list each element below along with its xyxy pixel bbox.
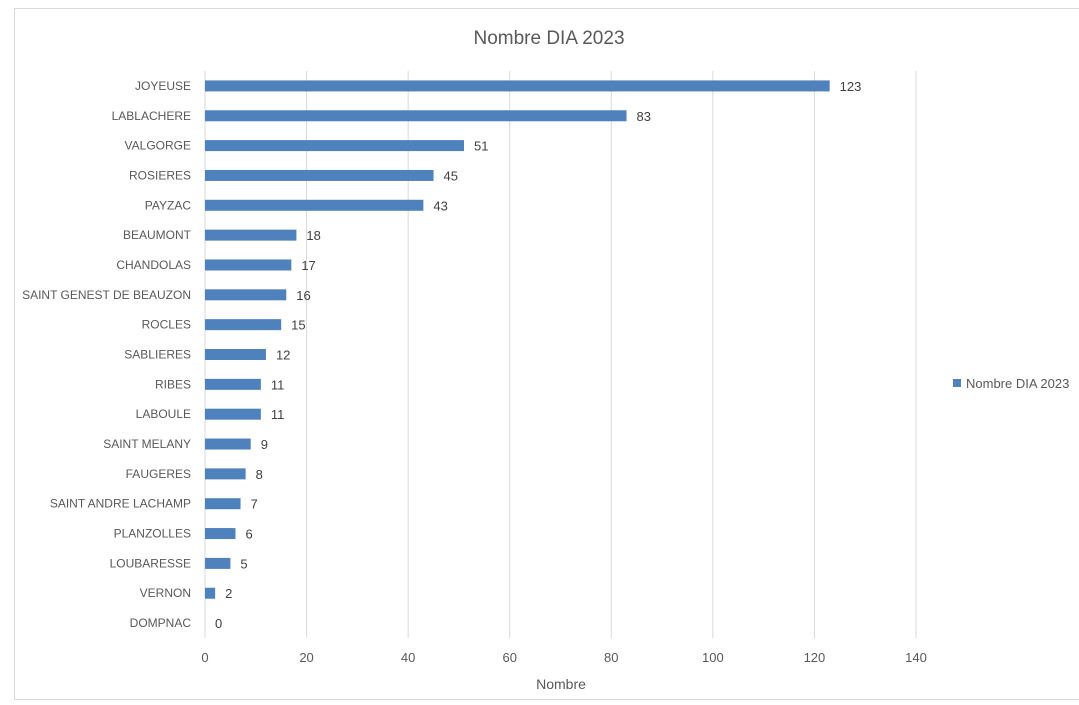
bar — [205, 199, 424, 211]
category-label: ROSIERES — [129, 168, 191, 182]
category-label: RIBES — [155, 377, 191, 391]
x-tick-labels: 0 20 40 60 80 100 120 140 — [201, 650, 926, 665]
bar — [205, 169, 434, 181]
category-label: JOYEUSE — [135, 79, 191, 93]
category-label: SABLIERES — [124, 348, 191, 362]
legend-label: Nombre DIA 2023 — [966, 376, 1069, 391]
data-label: 18 — [306, 228, 320, 243]
bar — [205, 110, 627, 122]
bar — [205, 557, 231, 569]
data-label: 16 — [296, 288, 310, 303]
category-label: BEAUMONT — [123, 228, 192, 242]
data-label: 0 — [215, 616, 222, 631]
bar — [205, 468, 246, 480]
chart-title: Nombre DIA 2023 — [473, 28, 624, 49]
data-label: 8 — [256, 467, 263, 482]
data-label: 2 — [225, 586, 232, 601]
x-tick-label: 0 — [201, 650, 208, 665]
x-tick-label: 60 — [502, 650, 516, 665]
data-label: 12 — [276, 348, 290, 363]
x-axis-title: Nombre — [536, 676, 586, 692]
bar — [205, 259, 292, 271]
x-tick-label: 20 — [299, 650, 313, 665]
category-label: SAINT ANDRE LACHAMP — [50, 497, 191, 511]
legend: Nombre DIA 2023 — [953, 376, 1069, 391]
category-label: SAINT MELANY — [103, 437, 191, 451]
x-tick-label: 140 — [905, 650, 927, 665]
data-label: 17 — [301, 258, 315, 273]
category-label: LOUBARESSE — [110, 556, 191, 570]
bar — [205, 378, 261, 390]
x-tick-label: 120 — [804, 650, 826, 665]
gridlines — [204, 71, 917, 638]
data-label: 45 — [444, 168, 458, 183]
category-labels: JOYEUSE LABLACHERE VALGORGE ROSIERES PAYZAC B… — [22, 79, 192, 630]
data-label: 6 — [245, 527, 252, 542]
bar — [205, 408, 261, 420]
category-label: ROCLES — [142, 318, 191, 332]
category-label: CHANDOLAS — [116, 258, 191, 272]
bar — [205, 319, 282, 331]
data-label: 5 — [240, 556, 247, 571]
bar — [205, 587, 216, 599]
data-label: 15 — [291, 318, 305, 333]
bar — [205, 140, 465, 152]
category-label: PAYZAC — [145, 198, 192, 212]
bar — [205, 498, 241, 510]
bar — [205, 438, 251, 450]
category-label: SAINT GENEST DE BEAUZON — [22, 288, 191, 302]
data-label: 11 — [271, 407, 285, 422]
data-label: 83 — [637, 109, 651, 124]
bar — [205, 289, 287, 301]
x-tick-label: 40 — [401, 650, 415, 665]
category-label: FAUGERES — [126, 467, 191, 481]
data-label: 51 — [474, 139, 488, 154]
chart-frame — [14, 8, 1079, 700]
data-label: 11 — [271, 377, 285, 392]
data-label: 43 — [433, 198, 447, 213]
bar — [205, 528, 236, 540]
category-label: PLANZOLLES — [114, 527, 191, 541]
category-label: VERNON — [140, 586, 191, 600]
category-label: LABLACHERE — [112, 109, 191, 123]
x-tick-label: 100 — [702, 650, 724, 665]
legend-swatch — [953, 379, 961, 387]
bars — [205, 80, 830, 599]
bar — [205, 80, 830, 92]
bar — [205, 229, 297, 241]
data-label: 123 — [840, 79, 862, 94]
data-label: 9 — [261, 437, 268, 452]
data-label: 7 — [251, 497, 258, 512]
x-tick-label: 80 — [604, 650, 618, 665]
category-label: LABOULE — [136, 407, 191, 421]
category-label: VALGORGE — [125, 139, 191, 153]
bar — [205, 349, 266, 360]
category-label: DOMPNAC — [130, 616, 192, 630]
